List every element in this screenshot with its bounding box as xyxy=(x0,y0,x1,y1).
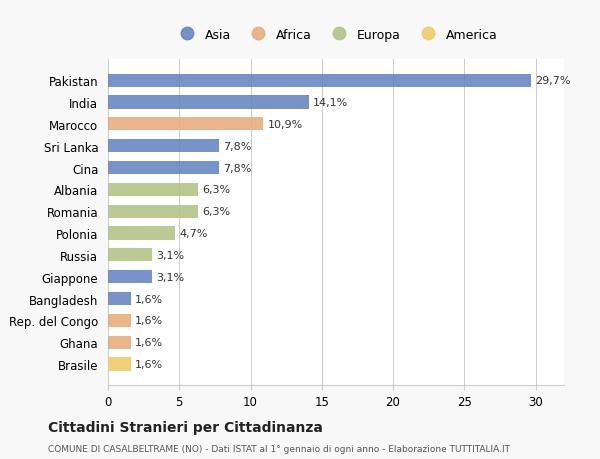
Text: 1,6%: 1,6% xyxy=(135,316,163,325)
Bar xyxy=(108,227,175,240)
Text: 3,1%: 3,1% xyxy=(157,272,185,282)
Text: 4,7%: 4,7% xyxy=(179,229,208,239)
Legend: Asia, Africa, Europa, America: Asia, Africa, Europa, America xyxy=(170,23,502,46)
Text: COMUNE DI CASALBELTRAME (NO) - Dati ISTAT al 1° gennaio di ogni anno - Elaborazi: COMUNE DI CASALBELTRAME (NO) - Dati ISTA… xyxy=(48,444,510,453)
Text: 7,8%: 7,8% xyxy=(223,163,252,173)
Text: 7,8%: 7,8% xyxy=(223,141,252,151)
Bar xyxy=(108,162,219,175)
Bar xyxy=(108,314,131,327)
Bar xyxy=(108,249,152,262)
Bar xyxy=(108,96,309,109)
Bar xyxy=(108,292,131,305)
Text: 6,3%: 6,3% xyxy=(202,185,230,195)
Bar xyxy=(108,118,263,131)
Text: 3,1%: 3,1% xyxy=(157,250,185,260)
Bar xyxy=(108,74,531,88)
Bar xyxy=(108,336,131,349)
Text: 1,6%: 1,6% xyxy=(135,359,163,369)
Text: 6,3%: 6,3% xyxy=(202,207,230,217)
Text: 29,7%: 29,7% xyxy=(536,76,571,86)
Bar xyxy=(108,205,198,218)
Text: 10,9%: 10,9% xyxy=(268,120,303,129)
Bar xyxy=(108,184,198,196)
Text: Cittadini Stranieri per Cittadinanza: Cittadini Stranieri per Cittadinanza xyxy=(48,420,323,434)
Text: 1,6%: 1,6% xyxy=(135,294,163,304)
Bar xyxy=(108,358,131,371)
Bar xyxy=(108,270,152,284)
Text: 14,1%: 14,1% xyxy=(313,98,349,108)
Text: 1,6%: 1,6% xyxy=(135,337,163,347)
Bar xyxy=(108,140,219,153)
